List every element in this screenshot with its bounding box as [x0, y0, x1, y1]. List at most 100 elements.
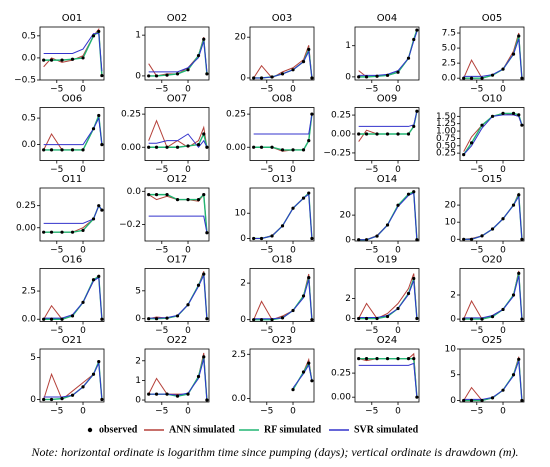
y-tick-label: 0	[135, 71, 141, 81]
series-line	[463, 273, 523, 320]
observed-point	[520, 237, 524, 241]
observed-point	[49, 148, 54, 152]
observed-point	[196, 197, 201, 202]
x-tick-label: −5	[155, 85, 168, 95]
observed-point	[412, 124, 416, 129]
y-tick-label: 0.00	[16, 223, 36, 233]
y-tick-label: 0.0	[22, 140, 37, 150]
panel-frame	[459, 268, 525, 322]
observed-point	[310, 318, 314, 322]
y-tick-label: 1	[345, 41, 351, 51]
observed-point	[60, 230, 64, 234]
observed-point	[42, 317, 46, 321]
x-tick-label: −5	[470, 407, 483, 417]
observed-point	[415, 109, 419, 113]
panel-frame	[39, 187, 105, 242]
y-tick-label: 0	[240, 73, 246, 83]
observed-point	[396, 203, 400, 207]
series-line	[148, 41, 208, 73]
y-tick-label: 2	[240, 279, 246, 289]
observed-point	[307, 139, 311, 143]
series-line	[358, 29, 418, 78]
x-tick-label: −5	[155, 246, 168, 256]
series-line	[358, 190, 418, 241]
series-line	[463, 35, 523, 79]
x-tick-label: −5	[260, 246, 273, 256]
series-line	[463, 114, 523, 155]
observed-point	[501, 67, 505, 71]
series-line	[253, 114, 313, 152]
series-line	[358, 357, 418, 398]
observed-point	[310, 112, 314, 116]
legend-label: SVR simulated	[354, 424, 419, 435]
panel-frame	[249, 268, 315, 322]
observed-point	[270, 145, 274, 149]
y-tick-label: 0.0	[22, 53, 37, 63]
observed-point	[385, 132, 390, 136]
observed-point	[97, 274, 101, 278]
observed-point	[252, 236, 256, 241]
observed-point	[469, 76, 474, 80]
y-tick-label: 0.25	[436, 149, 456, 159]
x-tick-label: 0	[395, 407, 401, 417]
series-line	[463, 112, 523, 155]
series-line	[43, 361, 103, 400]
observed-point	[520, 317, 524, 321]
series-line	[463, 192, 523, 240]
observed-point	[175, 197, 180, 202]
observed-point	[406, 291, 411, 296]
observed-point	[301, 294, 306, 298]
y-tick-label: 20	[235, 33, 247, 43]
observed-point	[280, 148, 285, 152]
observed-point	[154, 392, 159, 396]
observed-point	[415, 316, 419, 321]
panel-title: O12	[167, 174, 188, 185]
y-tick-label: 7.5	[442, 29, 456, 39]
observed-point	[517, 357, 521, 361]
observed-point	[154, 317, 159, 321]
panel-frame	[39, 107, 105, 161]
series-line	[253, 193, 313, 239]
x-tick-label: −5	[155, 407, 168, 417]
observed-point	[100, 317, 104, 321]
y-tick-label: 1.50	[436, 112, 456, 122]
observed-point	[81, 148, 85, 152]
observed-point	[310, 76, 314, 80]
observed-point	[301, 60, 306, 64]
observed-point	[60, 148, 64, 152]
observed-point	[42, 397, 46, 402]
observed-point	[196, 374, 201, 379]
series-line	[148, 273, 208, 319]
panel-title: O08	[272, 94, 293, 105]
observed-point	[291, 148, 295, 152]
observed-point	[357, 132, 361, 136]
y-tick-label: 0.0	[22, 315, 37, 325]
series-line	[43, 33, 103, 72]
x-tick-label: −5	[260, 326, 273, 336]
observed-point	[406, 132, 411, 136]
panel-title: O10	[482, 94, 503, 105]
observed-point	[165, 145, 169, 149]
y-tick-label: 2.5	[232, 350, 246, 360]
x-tick-label: 0	[80, 326, 86, 336]
observed-point	[520, 398, 524, 403]
observed-point	[415, 28, 419, 32]
observed-point	[310, 379, 314, 383]
observed-point	[270, 234, 274, 238]
y-tick-label: 0.0	[232, 394, 247, 404]
panel-title: O01	[62, 13, 83, 24]
observed-point	[396, 357, 400, 361]
x-tick-label: 0	[185, 165, 191, 175]
observed-point	[205, 72, 209, 76]
series-line	[148, 271, 208, 320]
observed-point	[196, 53, 201, 58]
observed-point	[70, 314, 75, 318]
x-tick-label: −5	[50, 246, 63, 256]
panel-frame	[144, 187, 210, 242]
y-tick-label: 0.0	[127, 187, 142, 197]
panel-frame	[249, 187, 315, 242]
x-tick-label: −5	[50, 326, 63, 336]
panel-title: O19	[377, 255, 398, 266]
panel-frame	[39, 26, 105, 81]
y-tick-label: 0.25	[331, 369, 351, 379]
